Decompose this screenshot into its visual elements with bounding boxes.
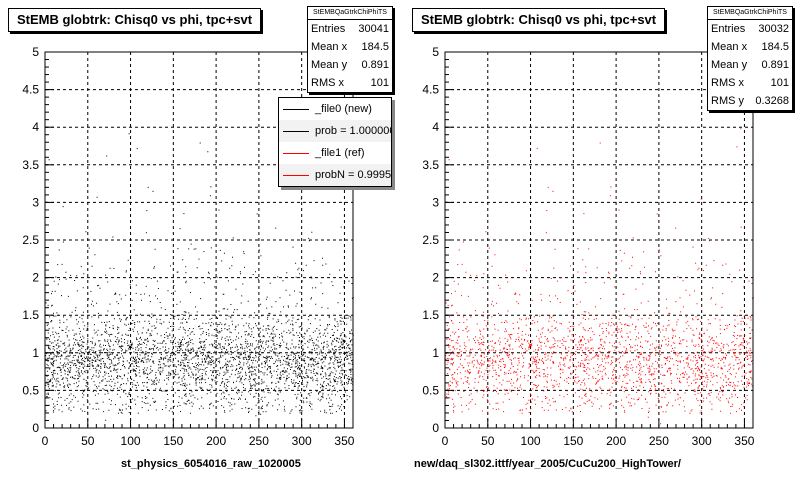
stats-label: RMS x [311, 77, 344, 89]
x-tick-label: 200 [606, 434, 626, 448]
x-tick-label: 100 [521, 434, 541, 448]
stats-row: RMS x 101 [708, 74, 792, 92]
x-tick-label: 250 [649, 434, 669, 448]
stats-value: 0.3268 [755, 95, 789, 107]
left-stats-box: StEMBQaGtrkChiPhiTS Entries 30041 Mean x 1… [307, 6, 393, 93]
legend-entry: probN = 0.999566 [279, 164, 391, 186]
x-tick-label: 300 [692, 434, 712, 448]
axis-ticks: 0 50 100 150 200 250 300 350 0 0.5 1 1.5 2 2.5 3 3.5 4 4.… [422, 45, 754, 448]
y-tick-label: 2 [32, 271, 39, 285]
stats-row: Mean y 0.891 [708, 56, 792, 74]
x-tick-label: 350 [334, 434, 354, 448]
stats-label: Mean y [311, 59, 348, 71]
legend-label: _file1 (ref) [315, 147, 365, 159]
scatter-points [445, 128, 754, 425]
y-tick-label: 3 [432, 195, 439, 209]
y-tick-label: 3.5 [422, 158, 439, 172]
stats-name: StEMBQaGtrkChiPhiTS [708, 7, 792, 20]
y-tick-label: 1 [432, 346, 439, 360]
legend-line [283, 130, 309, 132]
y-tick-label: 2 [432, 271, 439, 285]
y-tick-label: 0.5 [22, 383, 39, 397]
legend-line [283, 108, 309, 110]
x-tick-label: 0 [442, 434, 449, 448]
x-tick-label: 150 [163, 434, 183, 448]
stats-label: Entries [311, 23, 346, 35]
stats-row: RMS x 101 [308, 74, 392, 92]
y-tick-label: 4 [32, 120, 39, 134]
stats-row: Mean x 184.5 [708, 38, 792, 56]
stats-label: Mean y [711, 59, 748, 71]
x-tick-label: 100 [121, 434, 141, 448]
x-tick-label: 50 [481, 434, 495, 448]
y-tick-label: 1 [32, 346, 39, 360]
y-tick-label: 1.5 [22, 308, 39, 322]
y-tick-label: 3 [32, 195, 39, 209]
stats-label: RMS y [711, 95, 744, 107]
stats-label: Entries [711, 23, 746, 35]
legend-entry: prob = 1.000000 [279, 120, 391, 142]
legend-entry: _file0 (new) [279, 98, 391, 120]
y-tick-label: 2.5 [422, 233, 439, 247]
left-legend: _file0 (new) prob = 1.000000 _file1 (ref… [278, 97, 392, 187]
stats-value: 30041 [358, 23, 389, 35]
legend-line [283, 174, 309, 176]
x-tick-label: 50 [81, 434, 95, 448]
axis-ticks: 0 50 100 150 200 250 300 350 0 0.5 1 1.5 2 2.5 3 3.5 4 4.… [22, 45, 354, 448]
x-tick-label: 350 [734, 434, 754, 448]
x-tick-label: 250 [249, 434, 269, 448]
y-tick-label: 4.5 [22, 83, 39, 97]
stats-value: 184.5 [761, 41, 789, 53]
y-tick-label: 4.5 [422, 83, 439, 97]
y-tick-label: 3.5 [22, 158, 39, 172]
data-point-cloud [445, 128, 754, 425]
y-tick-label: 2.5 [22, 233, 39, 247]
stats-row: Entries 30032 [708, 20, 792, 38]
stats-label: Mean x [311, 41, 348, 53]
right-stats-box: StEMBQaGtrkChiPhiTS Entries 30032 Mean x 1… [707, 6, 793, 111]
stats-row: Mean y 0.891 [308, 56, 392, 74]
stats-name: StEMBQaGtrkChiPhiTS [308, 7, 392, 20]
stats-value: 30032 [758, 23, 789, 35]
right-plot-title: StEMB globtrk: Chisq0 vs phi, tpc+svt [412, 8, 666, 32]
stats-value: 0.891 [761, 59, 789, 71]
stats-label: Mean x [711, 41, 748, 53]
y-tick-label: 4 [432, 120, 439, 134]
legend-label: prob = 1.000000 [315, 125, 392, 137]
stats-row: Mean x 184.5 [308, 38, 392, 56]
stats-value: 184.5 [361, 41, 389, 53]
stats-label: RMS x [711, 77, 744, 89]
grid-lines [445, 52, 753, 428]
y-tick-label: 0 [432, 421, 439, 435]
legend-line [283, 152, 309, 154]
stats-row: Entries 30041 [308, 20, 392, 38]
right-plot: 0 50 100 150 200 250 300 350 0 0.5 1 1.5 2 2.5 3 3.5 4 4.… [422, 45, 754, 448]
y-tick-label: 1.5 [422, 308, 439, 322]
x-tick-label: 300 [292, 434, 312, 448]
right-x-axis-label: new/daq_sl302.ittf/year_2005/CuCu200_Hig… [414, 458, 681, 470]
y-tick-label: 0.5 [422, 383, 439, 397]
stats-value: 101 [770, 77, 789, 89]
legend-label: probN = 0.999566 [315, 169, 392, 181]
legend-entry: _file1 (ref) [279, 142, 391, 164]
legend-label: _file0 (new) [315, 103, 372, 115]
stats-value: 101 [370, 77, 389, 89]
x-tick-label: 200 [206, 434, 226, 448]
y-tick-label: 5 [32, 45, 39, 59]
y-tick-label: 5 [432, 45, 439, 59]
left-plot-title: StEMB globtrk: Chisq0 vs phi, tpc+svt [8, 8, 262, 32]
left-x-axis-label: st_physics_6054016_raw_1020005 [121, 458, 301, 470]
stats-row: RMS y 0.3268 [708, 92, 792, 110]
x-tick-label: 0 [42, 434, 49, 448]
x-tick-label: 150 [563, 434, 583, 448]
stats-value: 0.891 [361, 59, 389, 71]
y-tick-label: 0 [32, 421, 39, 435]
